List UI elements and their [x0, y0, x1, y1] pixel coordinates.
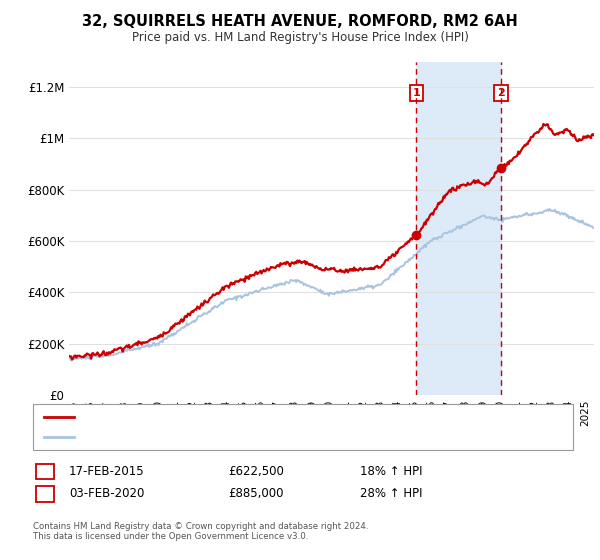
Text: 17-FEB-2015: 17-FEB-2015	[69, 465, 145, 478]
Text: 1: 1	[41, 465, 49, 478]
Text: 32, SQUIRRELS HEATH AVENUE, ROMFORD, RM2 6AH (detached house): 32, SQUIRRELS HEATH AVENUE, ROMFORD, RM2…	[80, 412, 450, 422]
Bar	[416, 62, 502, 395]
Text: Price paid vs. HM Land Registry's House Price Index (HPI): Price paid vs. HM Land Registry's House …	[131, 31, 469, 44]
Text: 2: 2	[497, 88, 505, 98]
Text: 1: 1	[413, 88, 421, 98]
Text: Contains HM Land Registry data © Crown copyright and database right 2024.
This d: Contains HM Land Registry data © Crown c…	[33, 522, 368, 542]
Text: 32, SQUIRRELS HEATH AVENUE, ROMFORD, RM2 6AH: 32, SQUIRRELS HEATH AVENUE, ROMFORD, RM2…	[82, 14, 518, 29]
Text: £885,000: £885,000	[228, 487, 284, 501]
Text: 03-FEB-2020: 03-FEB-2020	[69, 487, 145, 501]
Text: 28% ↑ HPI: 28% ↑ HPI	[360, 487, 422, 501]
Text: 2: 2	[41, 487, 49, 501]
Text: HPI: Average price, detached house, Havering: HPI: Average price, detached house, Have…	[80, 432, 320, 442]
Text: 18% ↑ HPI: 18% ↑ HPI	[360, 465, 422, 478]
Text: £622,500: £622,500	[228, 465, 284, 478]
